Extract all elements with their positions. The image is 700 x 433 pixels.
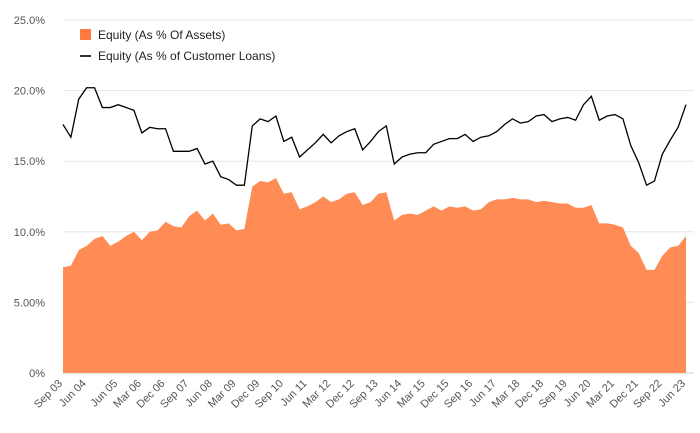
x-tick-label: Jun 23 xyxy=(656,378,688,410)
x-tick-label: Jun 04 xyxy=(57,378,89,410)
loans-line-series xyxy=(62,87,687,187)
y-tick-label: 5.00% xyxy=(14,297,45,309)
legend-item-assets: Equity (As % Of Assets) xyxy=(80,28,225,42)
y-tick-label: 15.0% xyxy=(14,156,45,168)
legend-item-loans: Equity (As % of Customer Loans) xyxy=(80,49,275,63)
x-tick-label: Sep 03 xyxy=(32,378,65,411)
assets-area-series xyxy=(63,178,686,373)
legend-swatch-assets xyxy=(80,29,91,40)
legend-label-loans: Equity (As % of Customer Loans) xyxy=(98,49,275,63)
y-axis-labels: 0% 5.00% 10.0% 15.0% 20.0% 25.0% xyxy=(14,15,45,380)
legend: Equity (As % Of Assets) Equity (As % of … xyxy=(80,28,275,63)
y-tick-label: 10.0% xyxy=(14,227,45,239)
legend-label-assets: Equity (As % Of Assets) xyxy=(98,28,225,42)
y-tick-label: 20.0% xyxy=(14,86,45,98)
y-tick-label: 0% xyxy=(29,368,45,380)
y-tick-label: 25.0% xyxy=(14,15,45,27)
